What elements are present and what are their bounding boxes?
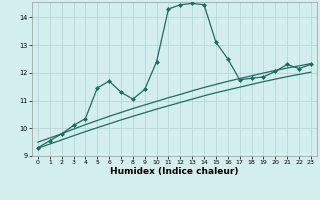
X-axis label: Humidex (Indice chaleur): Humidex (Indice chaleur) xyxy=(110,167,239,176)
